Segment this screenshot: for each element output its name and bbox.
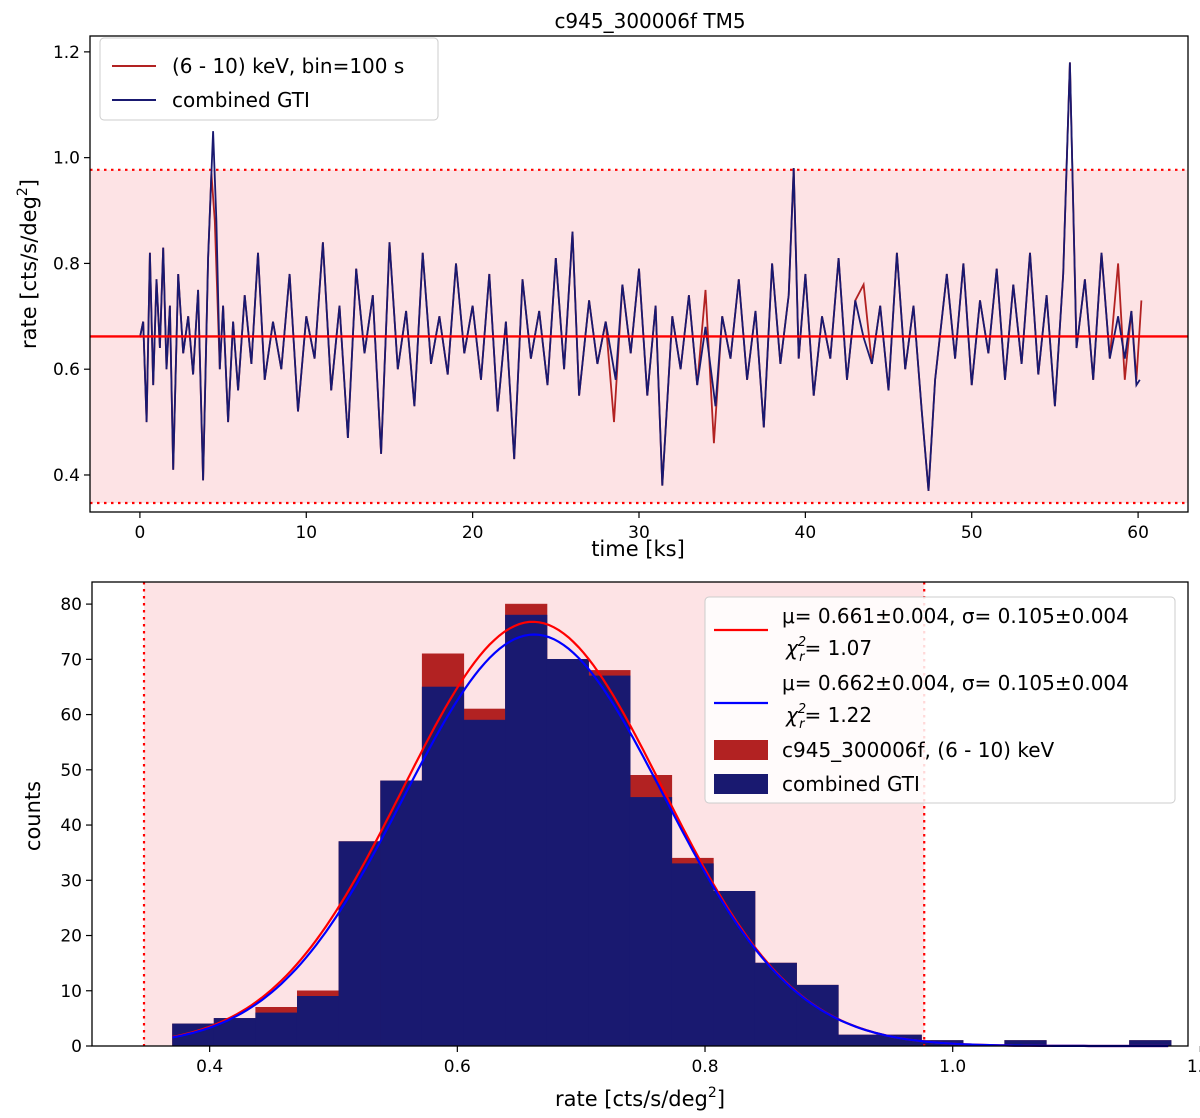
top-y-ticks: 0.4 0.6 0.8 1.0 1.2 — [53, 43, 90, 486]
top-y-tick-label: 1.2 — [53, 43, 80, 63]
bottom-x-ticks: 0.4 0.6 0.8 1.0 1.2 — [196, 1046, 1200, 1077]
legend-label-6-10kev: (6 - 10) keV, bin=100 s — [172, 54, 404, 78]
bottom-legend-box — [704, 596, 1176, 804]
top-x-tick-label: 10 — [295, 523, 317, 543]
bottom-x-label: rate [cts/s/deg2] — [555, 1085, 725, 1111]
bottom-y-tick-label: 70 — [60, 650, 82, 670]
bottom-x-label-main: rate [cts/s/deg — [555, 1087, 708, 1111]
chi-value-blue: = 1.22 — [804, 703, 872, 727]
top-legend-box — [99, 37, 439, 121]
chi-symbol-blue: χ — [785, 703, 799, 727]
chi-sup-red: 2 — [798, 635, 806, 650]
histogram-panel: 0.4 0.6 0.8 1.0 1.2 0 10 20 30 40 50 60 70 80 rate [… — [21, 581, 1200, 1111]
top-legend: (6 - 10) keV, bin=100 s combined GTI — [99, 37, 439, 121]
legend-fit-red-chi: χ2 r= 1.07 — [785, 635, 872, 665]
top-title: c945_300006f TM5 — [554, 9, 745, 33]
top-y-tick-label: 0.6 — [53, 360, 80, 380]
top-x-ticks: 0 10 20 30 40 50 60 — [134, 512, 1149, 543]
legend-hist-6-10kev: c945_300006f, (6 - 10) keV — [782, 738, 1055, 762]
bottom-x-tick-label: 1.0 — [939, 1057, 966, 1077]
histogram-bar — [546, 658, 589, 1047]
top-axes-frame — [89, 35, 1189, 513]
histogram-bar — [296, 995, 340, 1047]
top-x-tick-label: 60 — [1127, 523, 1149, 543]
histogram-bar — [463, 719, 506, 1047]
top-x-tick-label: 40 — [795, 523, 817, 543]
bottom-y-tick-label: 60 — [60, 706, 82, 726]
bottom-x-tick-label: 1.2 — [1187, 1057, 1200, 1077]
top-y-label-end: ] — [17, 179, 41, 187]
top-x-tick-label: 50 — [961, 523, 983, 543]
top-y-tick-label: 1.0 — [53, 149, 80, 169]
bottom-x-tick-label: 0.4 — [196, 1057, 223, 1077]
bottom-y-tick-label: 30 — [60, 871, 82, 891]
top-y-label-sup: 2 — [15, 187, 31, 196]
legend-hist-combined-gti: combined GTI — [782, 772, 920, 796]
bottom-x-label-end: ] — [717, 1087, 725, 1111]
bottom-y-tick-label: 10 — [60, 982, 82, 1002]
legend-fit-red-line1: μ= 0.661±0.004, σ= 0.105±0.004 — [782, 604, 1129, 628]
chi-sub-red: r — [799, 650, 806, 665]
bottom-y-tick-label: 0 — [71, 1037, 82, 1057]
chi-sup-blue: 2 — [798, 702, 806, 717]
chi-value-red: = 1.07 — [804, 636, 872, 660]
bottom-y-ticks: 0 10 20 30 40 50 60 70 80 — [60, 595, 92, 1057]
top-x-label: time [ks] — [591, 537, 685, 561]
histogram-bar — [671, 863, 714, 1047]
histogram-bar — [505, 614, 548, 1047]
bottom-x-tick-label: 0.6 — [444, 1057, 471, 1077]
legend-swatch-hist-combined-gti — [714, 774, 768, 794]
top-x-tick-label: 20 — [462, 523, 484, 543]
histogram-bar — [713, 890, 756, 1047]
legend-swatch-hist-6-10kev — [714, 740, 768, 760]
top-y-label-main: rate [cts/s/deg — [17, 196, 41, 349]
bottom-y-tick-label: 50 — [60, 761, 82, 781]
top-y-tick-label: 0.8 — [53, 254, 80, 274]
bottom-x-label-sup: 2 — [708, 1085, 717, 1101]
top-x-tick-label: 0 — [134, 523, 145, 543]
bottom-y-label: counts — [21, 781, 45, 851]
chi-sub-blue: r — [799, 717, 806, 732]
histogram-bar — [255, 1012, 298, 1047]
bottom-axes-frame — [91, 581, 1189, 1047]
histogram-bar — [629, 797, 673, 1047]
top-x-tick-label: 30 — [628, 523, 650, 543]
histogram-bar — [837, 1034, 881, 1047]
top-y-tick-label: 0.4 — [53, 466, 80, 486]
chi-symbol-red: χ — [785, 636, 799, 660]
top-y-label: rate [cts/s/deg2] — [15, 179, 41, 349]
legend-fit-blue-line1: μ= 0.662±0.004, σ= 0.105±0.004 — [782, 671, 1129, 695]
legend-label-combined-gti: combined GTI — [172, 88, 310, 112]
bottom-y-tick-label: 80 — [60, 595, 82, 615]
bottom-x-tick-label: 0.8 — [691, 1057, 718, 1077]
bars-combined-gti — [172, 614, 1172, 1047]
bottom-y-tick-label: 40 — [60, 816, 82, 836]
histogram-bar — [754, 962, 797, 1047]
series-line-combined-gti — [139, 62, 1141, 491]
legend-fit-blue-chi: χ2 r= 1.22 — [785, 702, 872, 732]
histogram-bar — [338, 841, 381, 1047]
bottom-y-tick-label: 20 — [60, 927, 82, 947]
histogram-bar — [588, 675, 631, 1047]
lightcurve-panel: c945_300006f TM5 0 10 20 30 40 50 60 0.4 0.6 0.8… — [15, 9, 1189, 561]
bottom-legend: μ= 0.661±0.004, σ= 0.105±0.004 χ2 r= 1.07… — [704, 596, 1176, 804]
